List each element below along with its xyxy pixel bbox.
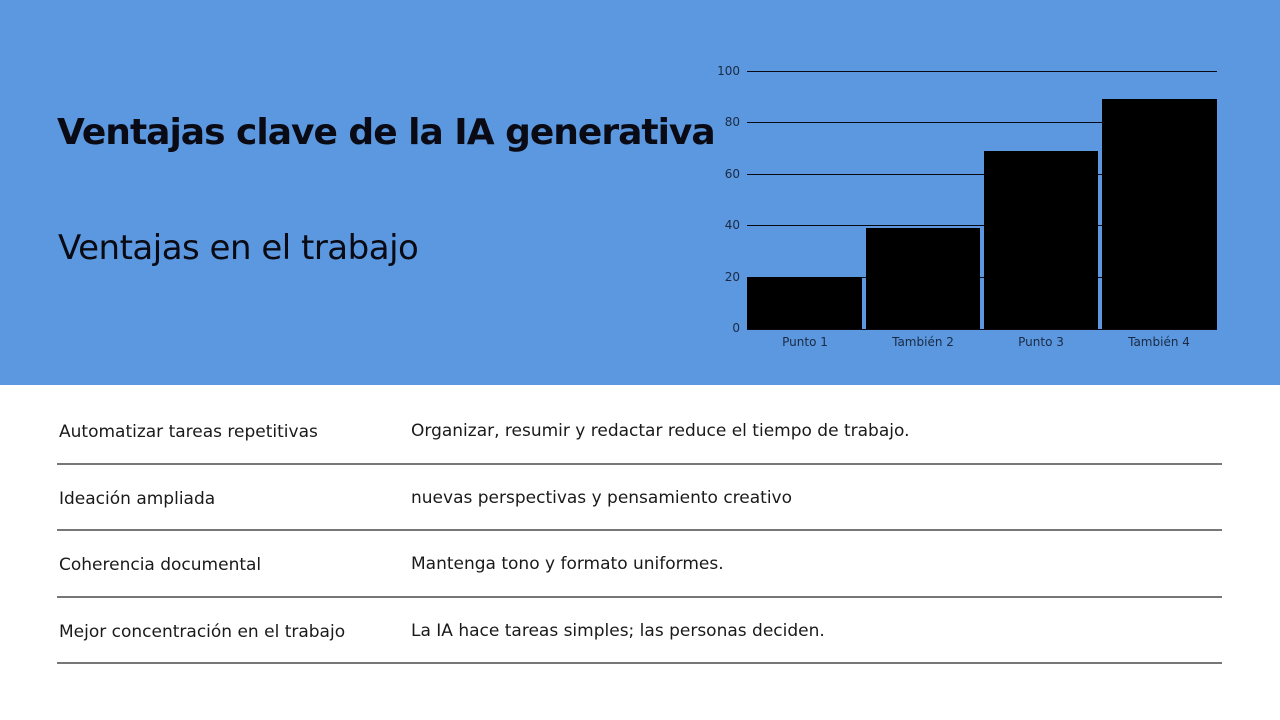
gridline: [747, 277, 1217, 278]
slide-subtitle: Ventajas en el trabajo: [58, 228, 419, 268]
gridline: [747, 122, 1217, 123]
table-row: Automatizar tareas repetitivas Organizar…: [57, 398, 1222, 465]
bar-tambien-4: [1102, 99, 1217, 329]
y-tick-100: 100: [717, 64, 740, 78]
header-panel: Ventajas clave de la IA generativa Venta…: [0, 0, 1280, 385]
y-tick-80: 80: [724, 115, 740, 129]
x-label-punto-3: Punto 3: [1018, 335, 1064, 349]
x-label-tambien-2: También 2: [892, 335, 954, 349]
row-description: Mantenga tono y formato uniformes.: [411, 554, 724, 574]
y-tick-0: 0: [732, 321, 740, 335]
table-row: Mejor concentración en el trabajo La IA …: [57, 598, 1222, 664]
table-row: Ideación ampliada nuevas perspectivas y …: [57, 465, 1222, 531]
benefits-table: Automatizar tareas repetitivas Organizar…: [57, 398, 1222, 664]
row-label: Mejor concentración en el trabajo: [59, 621, 346, 642]
x-label-tambien-4: También 4: [1128, 335, 1190, 349]
x-label-punto-1: Punto 1: [782, 335, 828, 349]
bar-punto-3: [984, 151, 1098, 329]
row-label: Ideación ampliada: [59, 488, 216, 509]
row-description: Organizar, resumir y redactar reduce el …: [411, 421, 910, 441]
bar-punto-1: [747, 277, 862, 329]
gridline: [747, 71, 1217, 72]
row-description: nuevas perspectivas y pensamiento creati…: [411, 487, 793, 508]
gridline: [747, 225, 1217, 226]
bar-chart: 100 80 60 40 20 0 Punto 1 También 2 Punt…: [717, 64, 1217, 349]
gridline: [747, 174, 1217, 175]
y-tick-60: 60: [724, 167, 740, 181]
y-tick-20: 20: [724, 270, 740, 284]
row-label: Automatizar tareas repetitivas: [59, 422, 318, 442]
x-axis-line: [747, 329, 1217, 330]
slide-title: Ventajas clave de la IA generativa: [57, 112, 716, 153]
table-row: Coherencia documental Mantenga tono y fo…: [57, 531, 1222, 598]
row-label: Coherencia documental: [59, 555, 262, 575]
bar-tambien-2: [866, 228, 980, 329]
row-description: La IA hace tareas simples; las personas …: [411, 620, 825, 641]
y-tick-40: 40: [724, 218, 740, 232]
